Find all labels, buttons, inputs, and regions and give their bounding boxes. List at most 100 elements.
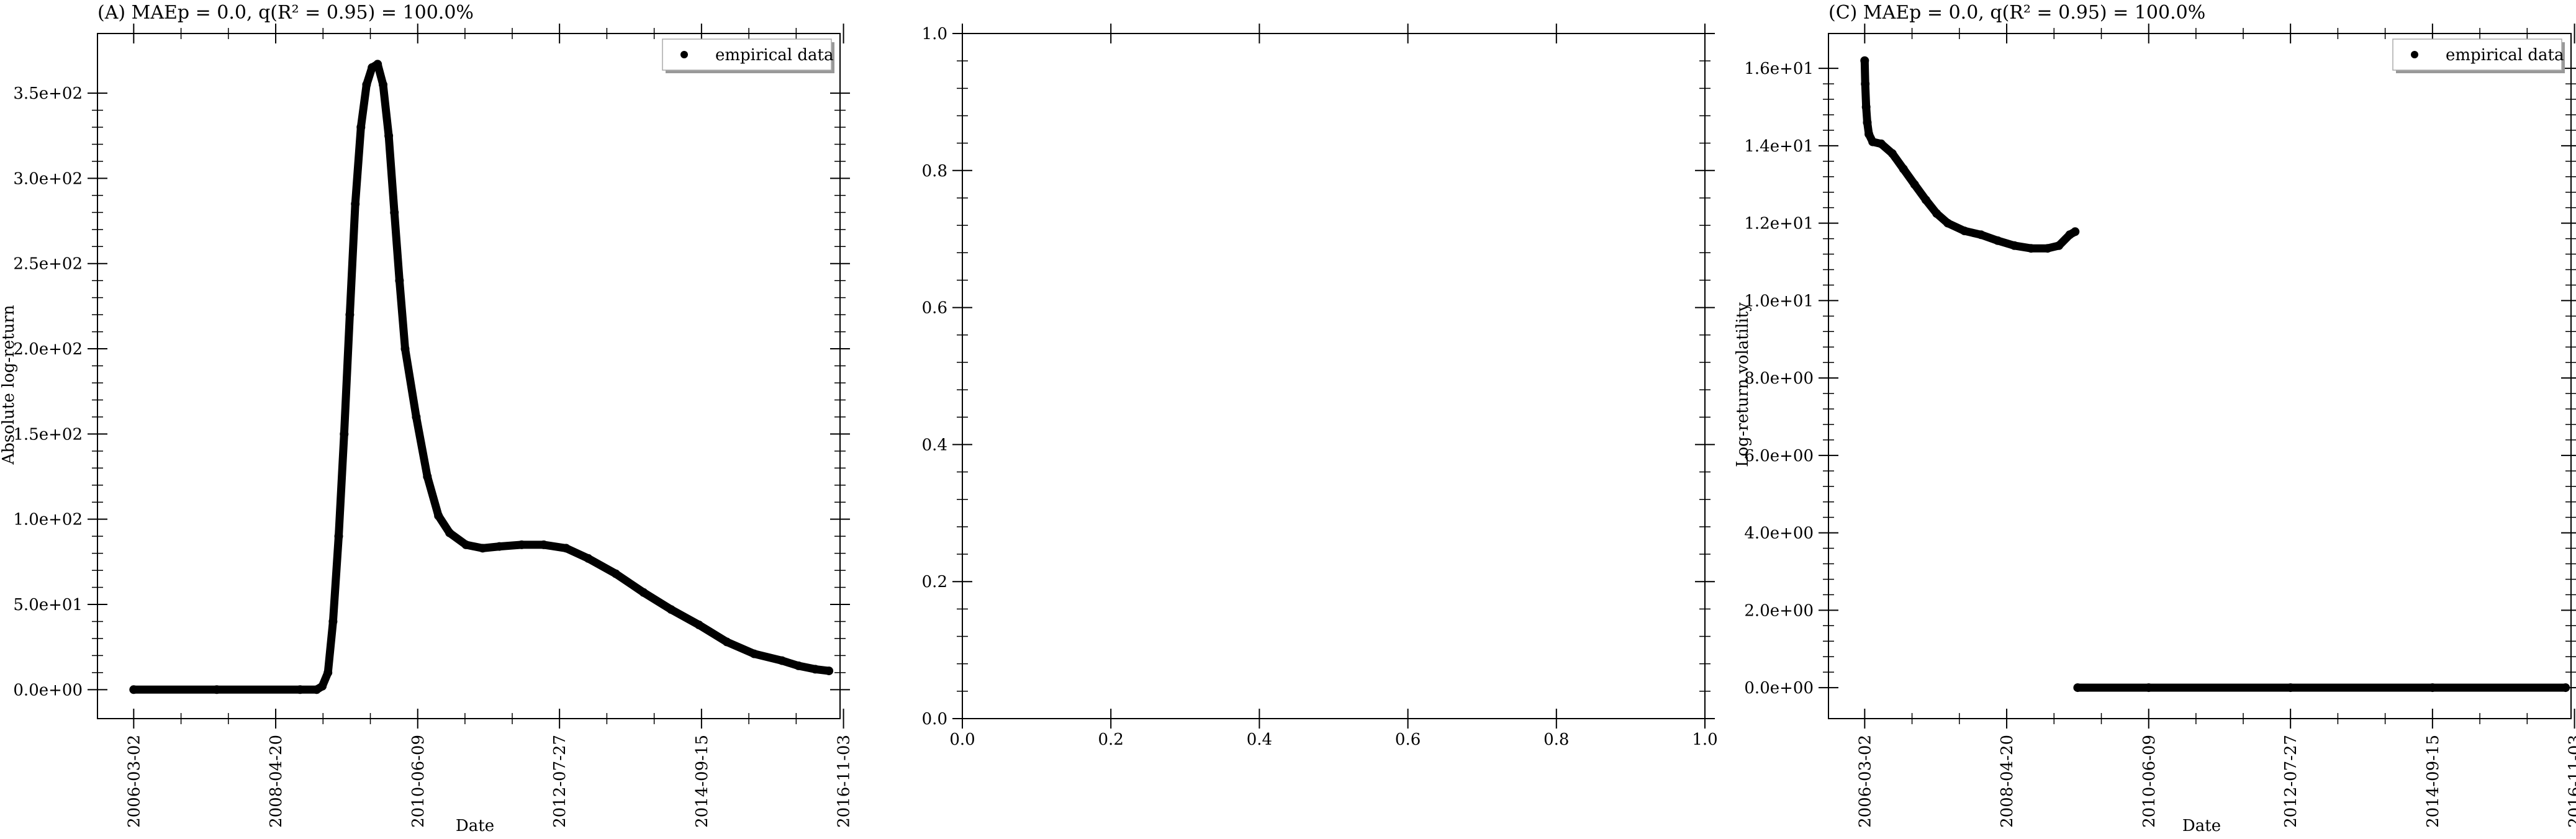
panel-c-data-point [1993,236,2002,245]
panel-a-data-point [694,621,703,629]
panel-c: (C) MAEp = 0.0, q(R² = 0.95) = 100.0% 0.… [1733,2,2576,835]
panel-a-data-point [345,310,355,320]
panel-a-ytick-label: 2.0e+02 [13,340,83,359]
panel-c-data-point [2561,683,2570,693]
panel-c-xtick-label: 2006-03-02 [1856,735,1874,828]
panel-a-ytick-label: 1.5e+02 [13,425,83,444]
panel-c-legend: empirical data [2392,38,2565,73]
panel-a-data-point [639,588,648,597]
panel-c-ytick-label: 1.4e+01 [1744,137,1814,156]
panel-c-data-point [2043,244,2052,253]
panel-a-data-point [561,544,571,553]
panel-b-xtick-label: 0.6 [1395,730,1421,749]
panel-a-data-point [328,617,338,626]
panel-a-ytick-label: 1.0e+02 [13,511,83,529]
panel-a-data-point [323,668,333,677]
panel-a-data-point [811,665,820,674]
panel-c-data-point [2428,683,2437,693]
panel-c-data-point [1860,56,1869,65]
panel-b-xtick-label: 0.2 [1098,730,1124,749]
panel-a-xtick-label: 2012-07-27 [551,735,569,828]
panel-a-legend-label: empirical data [715,46,833,65]
panel-a: (A) MAEp = 0.0, q(R² = 0.95) = 100.0% 0.… [0,2,854,835]
panel-a-data-point [825,666,834,676]
panel-c-xtick-label: 2014-09-15 [2424,735,2443,828]
panel-a-data-point [334,532,343,541]
panel-c-data-point [1864,130,1874,139]
panel-c-x-label: Date [2182,817,2221,835]
panel-c-xtick-label: 2010-06-09 [2140,735,2159,828]
panel-c-data-point [2286,683,2295,693]
panel-a-x-label: Date [456,817,494,835]
panel-a-data-point [423,472,432,481]
panel-a-data-point [212,685,222,694]
panel-b-xtick-label: 0.0 [949,730,975,749]
panel-b-xtick-label: 1.0 [1692,730,1717,749]
panel-a-data-point [794,661,803,670]
panel-b: 0.0 0.2 0.4 0.6 0.8 1.0 0.0 0.2 0.4 0.6 0.8 1.0 [922,24,1718,749]
panel-a-data-point [478,544,487,553]
panel-a-data-point [517,540,526,549]
panel-c-data-point [1960,227,1969,236]
panel-c-data-point [1921,195,1930,205]
panel-a-data-point [379,80,387,89]
panel-a-frame [97,33,841,719]
panel-a-data-point [434,511,443,521]
panel-a-data-point [395,276,404,285]
panel-c-y-label: Log-return volatility [1733,302,1752,467]
panel-c-data-point [1877,139,1886,148]
panel-a-xtick-label: 2006-03-02 [125,735,143,828]
panel-a-ytick-label: 3.0e+02 [13,169,83,188]
panel-b-ytick-label: 0.2 [922,573,947,591]
panel-a-data-point [777,656,787,665]
panel-a-data-point [129,685,138,694]
panel-a-data-point [666,605,676,614]
panel-a-data-point [400,344,410,354]
panel-a-data-point [296,685,305,694]
panel-b-ytick-label: 0.6 [922,299,947,318]
panel-a-data-point [611,569,620,578]
panel-c-data-point [2071,227,2080,236]
panel-c-data-point [1887,149,1897,158]
panel-a-ytick-label: 0.0e+00 [13,681,83,699]
panel-c-data-point [1868,137,1878,146]
panel-c-legend-marker [2411,51,2418,58]
panel-b-ytick-label: 0.4 [922,436,947,454]
panel-a-data-point [373,60,382,69]
panel-a-xtick-label: 2016-11-03 [835,735,854,828]
panel-a-data-point [384,131,394,140]
panel-a-xtick-label: 2014-09-15 [693,735,712,828]
panel-a-data-point [584,554,593,563]
panel-b-xtick-label: 0.4 [1247,730,1272,749]
panel-c-xtick-label: 2012-07-27 [2282,735,2300,828]
panel-a-data-point [412,412,421,421]
panel-c-xtick-label: 2016-11-03 [2566,735,2576,828]
panel-c-data-point [2027,244,2036,253]
panel-a-ytick-label: 3.5e+02 [13,84,83,103]
panel-a-data-point [362,80,371,89]
panel-c-ytick-label: 8.0e+00 [1744,369,1814,388]
panel-a-data-point [445,528,454,537]
panel-a-xtick-label: 2008-04-20 [267,735,286,828]
panel-c-data-point [2010,241,2019,250]
panel-a-series-band [129,60,833,694]
panel-c-data-point [1932,209,1941,218]
panel-b-xtick-label: 0.8 [1543,730,1569,749]
panel-a-legend-marker [680,51,688,58]
panel-c-ytick-label: 1.2e+01 [1744,215,1814,233]
panel-c-data-point [2073,683,2082,693]
panel-b-frame [962,33,1706,719]
panel-a-ytick-label: 2.5e+02 [13,255,83,274]
panel-a-data-point [461,540,471,549]
panel-a-data-point [722,637,731,647]
panel-a-data-point [495,542,504,551]
panel-c-data-point [1861,79,1870,89]
panel-c-ytick-label: 6.0e+00 [1744,447,1814,465]
panel-a-data-point [318,681,327,691]
panel-c-ytick-label: 1.0e+01 [1744,292,1814,310]
panel-b-ytick-label: 0.0 [922,710,947,729]
panel-c-series-band [1860,56,2570,692]
panel-a-y-label: Absolute log-return [0,305,18,465]
panel-a-xtick-label: 2010-06-09 [409,735,428,828]
